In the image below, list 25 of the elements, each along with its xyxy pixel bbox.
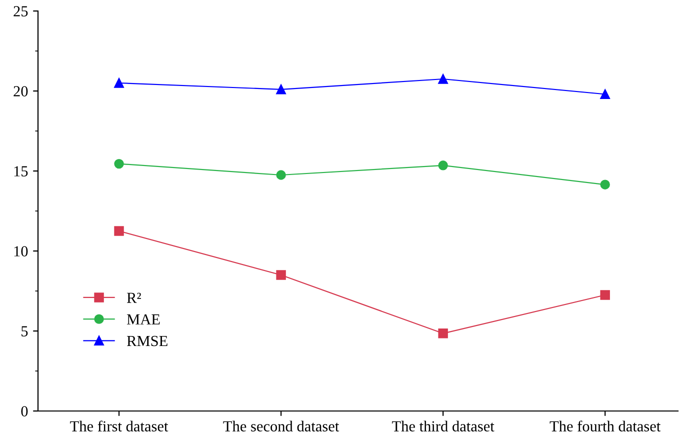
y-tick-label: 20 xyxy=(14,86,28,96)
point xyxy=(438,74,448,84)
point xyxy=(276,84,286,94)
y-tick-label: 5 xyxy=(22,326,28,336)
legend-label: RMSE xyxy=(126,336,168,346)
point xyxy=(600,89,610,100)
point xyxy=(438,328,448,338)
y-tick-label: 15 xyxy=(14,166,28,176)
point xyxy=(114,226,124,236)
point xyxy=(114,78,124,88)
y-tick-label: 10 xyxy=(14,246,28,256)
point xyxy=(276,170,286,180)
x-tick-label: The second dataset xyxy=(223,420,340,432)
point xyxy=(114,158,124,169)
y-tick-label: 0 xyxy=(21,406,28,416)
x-tick-label: The first dataset xyxy=(70,420,168,432)
legend-label: R² xyxy=(126,292,141,303)
point xyxy=(438,160,448,170)
x-tick-label: The third dataset xyxy=(392,420,494,432)
y-tick-label: 25 xyxy=(14,6,28,16)
x-tick-label: The fourth dataset xyxy=(550,420,661,432)
legend-label: MAE xyxy=(126,314,160,324)
point xyxy=(276,270,286,280)
point xyxy=(600,290,610,300)
point xyxy=(600,180,610,190)
